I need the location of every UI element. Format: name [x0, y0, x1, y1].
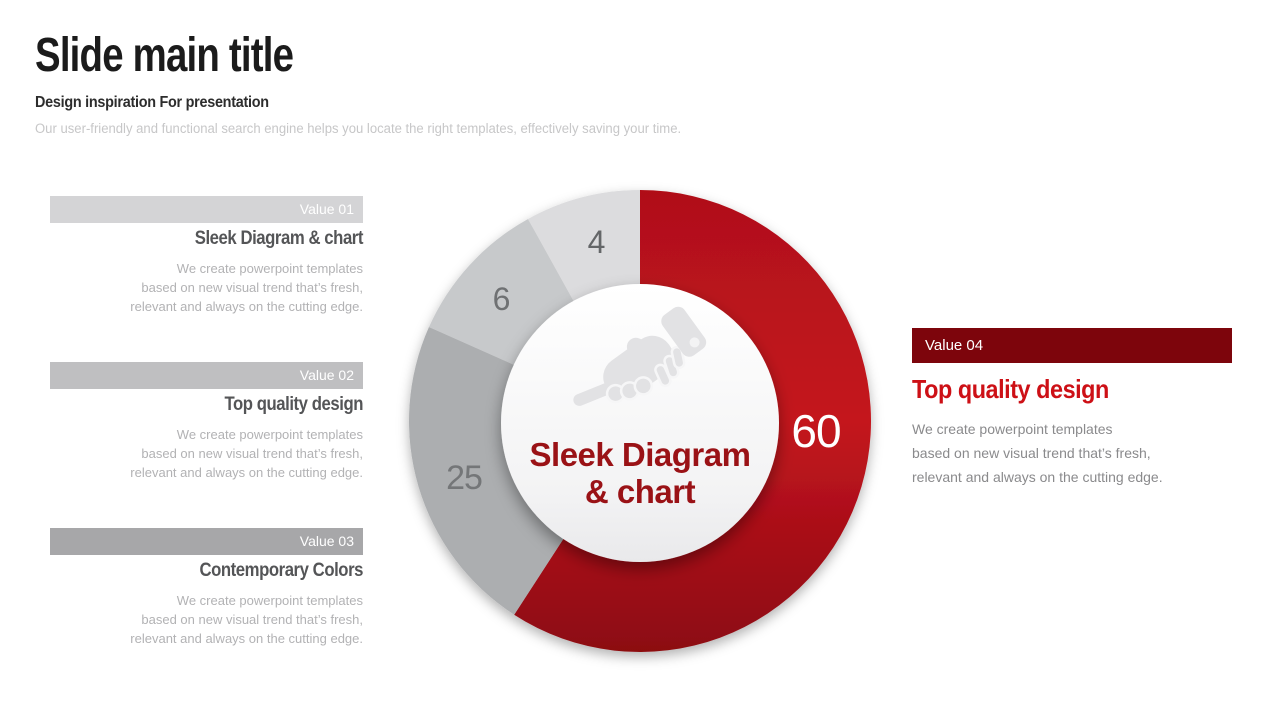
value-body-line: relevant and always on the cutting edge.: [130, 299, 363, 314]
donut-slice-4: [528, 190, 640, 303]
value-body-3: We create powerpoint templates based on …: [50, 591, 363, 648]
value-body-line: We create powerpoint templates: [912, 421, 1113, 437]
value-tag-1: Value 01: [50, 196, 363, 223]
handshake-wrist: [573, 382, 614, 406]
value-body-2: We create powerpoint templates based on …: [50, 425, 363, 482]
value-body-1: We create powerpoint templates based on …: [50, 259, 363, 316]
value-body-line: relevant and always on the cutting edge.: [912, 469, 1163, 485]
value-title-3: Contemporary Colors: [199, 560, 363, 581]
handshake-finger: [670, 345, 686, 370]
donut-slice-60: [514, 190, 871, 652]
value-body-line: based on new visual trend that’s fresh,: [912, 445, 1151, 461]
donut-center-title-line1: Sleek Diagram: [530, 436, 751, 473]
value-tag-4: Value 04: [912, 328, 1232, 363]
page-subtitle: Design inspiration For presentation: [35, 94, 269, 111]
value-title-2: Top quality design: [224, 394, 363, 415]
slice-value-label: 4: [588, 224, 605, 260]
handshake-thumb: [626, 337, 645, 356]
value-title-4: Top quality design: [912, 374, 1109, 404]
value-body-line: We create powerpoint templates: [176, 427, 363, 442]
page-title: Slide main title: [35, 29, 294, 82]
page-description: Our user-friendly and functional search …: [35, 121, 682, 136]
value-body-4: We create powerpoint templates based on …: [912, 417, 1232, 489]
handshake-fist: [603, 335, 674, 399]
value-tag-2: Value 02: [50, 362, 363, 389]
value-body-line: relevant and always on the cutting edge.: [130, 631, 363, 646]
donut-slice-labels: 60 25 6 4: [446, 224, 842, 497]
handshake-icon: [573, 306, 707, 406]
handshake-cuff-button: [689, 337, 700, 348]
value-body-line: We create powerpoint templates: [176, 261, 363, 276]
value-body-line: We create powerpoint templates: [176, 593, 363, 608]
handshake-knuckle: [633, 376, 654, 396]
value-block-1: Value 01 Sleek Diagram & chart We create…: [50, 196, 363, 316]
donut-slice-25: [408, 327, 566, 615]
value-body-line: based on new visual trend that’s fresh,: [141, 612, 363, 627]
value-tag-3: Value 03: [50, 528, 363, 555]
value-block-2: Value 02 Top quality design We create po…: [50, 362, 363, 482]
slice-value-label: 60: [791, 405, 840, 457]
value-body-line: relevant and always on the cutting edge.: [130, 465, 363, 480]
donut-center-circle: [501, 284, 779, 562]
value-body-line: based on new visual trend that’s fresh,: [141, 446, 363, 461]
slice-value-label: 6: [493, 281, 510, 317]
value-block-4: Value 04 Top quality design We create po…: [912, 328, 1232, 489]
value-body-line: based on new visual trend that’s fresh,: [141, 280, 363, 295]
value-block-3: Value 03 Contemporary Colors We create p…: [50, 528, 363, 648]
value-title-1: Sleek Diagram & chart: [194, 228, 364, 249]
slice-value-label: 25: [446, 459, 482, 497]
donut-center-title-line2: & chart: [585, 473, 696, 510]
